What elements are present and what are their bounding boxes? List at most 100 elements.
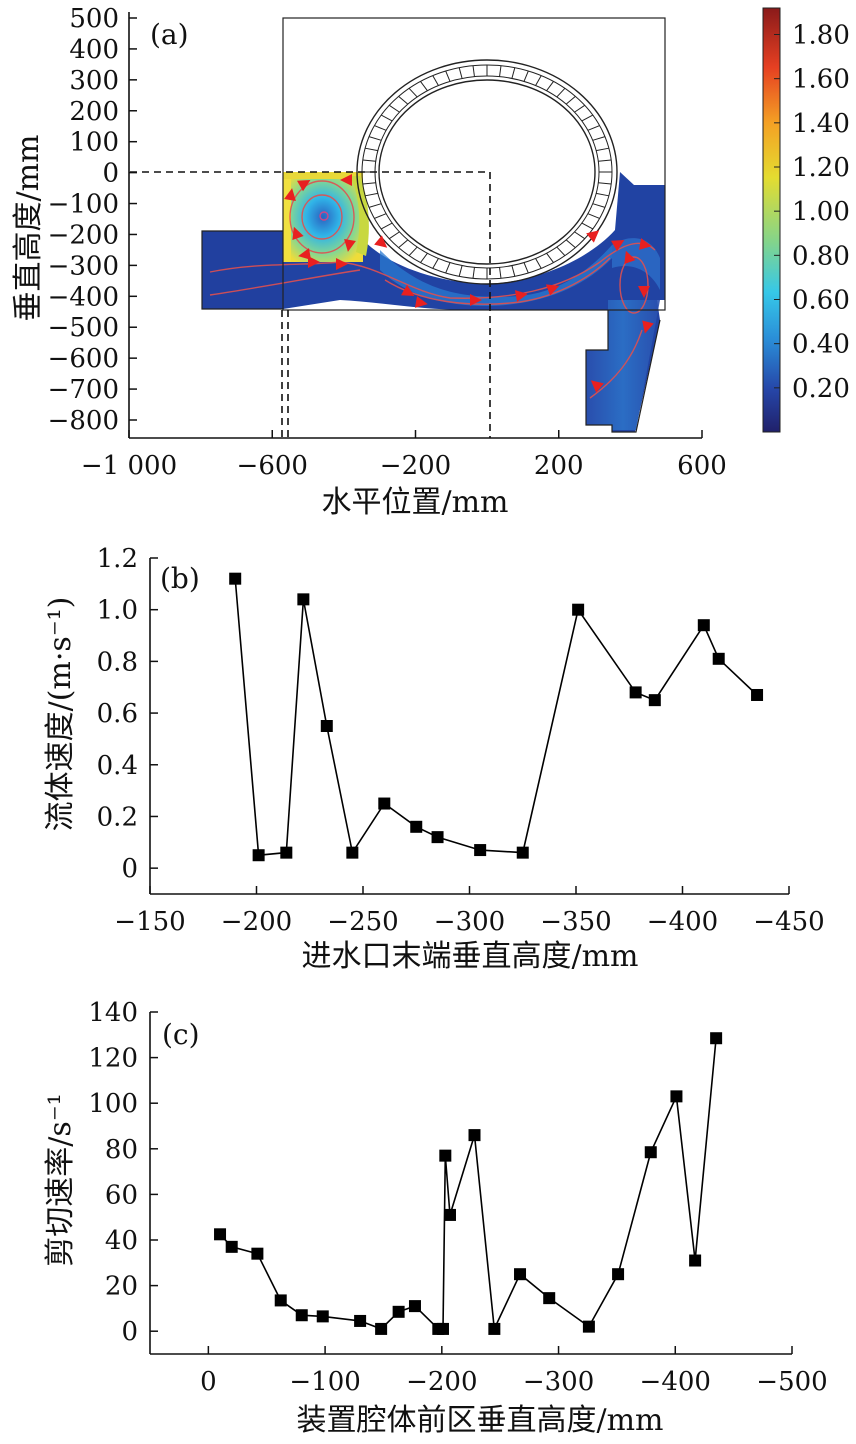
inlet-box bbox=[201, 230, 283, 310]
colorbar-tick-label: 1.00 bbox=[792, 197, 850, 227]
y-tick-label: −100 bbox=[48, 190, 119, 220]
panel-label-a: (a) bbox=[150, 18, 189, 51]
field-inlet-left bbox=[202, 231, 284, 309]
x-tick-label: −100 bbox=[289, 1367, 360, 1397]
axes-b bbox=[149, 558, 789, 895]
data-point bbox=[712, 652, 725, 665]
data-point bbox=[710, 1032, 723, 1045]
y-tick-label: 0.4 bbox=[97, 751, 138, 781]
y-tick-label: 20 bbox=[105, 1272, 138, 1302]
data-point bbox=[346, 846, 359, 859]
data-point bbox=[320, 720, 333, 732]
rotor-blade bbox=[362, 182, 376, 185]
y-tick-label: −500 bbox=[48, 313, 119, 343]
y-tick-label: 0.6 bbox=[97, 699, 138, 729]
data-point bbox=[612, 1268, 625, 1281]
axis-ticks-a: −1 000 −600 −200 200 6005004003002001000−100… bbox=[48, 4, 727, 481]
x-tick-label: −300 bbox=[523, 1367, 594, 1397]
panel-b: −150 −200 −250 −300 −350 −400 −450 0 0.2 0.4 0.6 0.… bbox=[43, 544, 825, 974]
data-point bbox=[225, 1240, 238, 1253]
data-point bbox=[251, 1247, 264, 1260]
flow-arrow bbox=[414, 296, 428, 308]
flow-arrow bbox=[297, 180, 311, 192]
rotor-blade bbox=[565, 95, 576, 105]
rotor-blade bbox=[499, 65, 502, 77]
flow-arrow bbox=[514, 290, 528, 302]
flow-arrow bbox=[344, 238, 356, 252]
colorbar-bar bbox=[762, 7, 781, 433]
rotor-blade bbox=[581, 114, 594, 122]
rotor-blade bbox=[388, 231, 400, 240]
x-tick-label: −400 bbox=[647, 907, 718, 937]
x-tick-label: −300 bbox=[434, 907, 505, 937]
rotor-blade bbox=[592, 136, 606, 141]
rotor-blade bbox=[574, 104, 586, 113]
flow-arrow bbox=[586, 230, 600, 243]
reference-lines bbox=[130, 171, 491, 438]
panel-c: 0 −100 −200 −300 −400 −500020406080100120140 … bbox=[43, 998, 828, 1438]
fast-jet-left bbox=[283, 172, 291, 262]
data-point bbox=[214, 1228, 227, 1241]
rotor-blade bbox=[374, 125, 387, 131]
rotor-blade bbox=[362, 159, 376, 162]
y-tick-label: 500 bbox=[69, 4, 119, 34]
streamlines bbox=[209, 180, 656, 399]
rotor-blade bbox=[535, 258, 542, 269]
plot-b bbox=[229, 572, 764, 862]
x-tick-label: 0 bbox=[200, 1367, 217, 1397]
rotor-blade bbox=[596, 147, 609, 152]
rotor-blade bbox=[445, 70, 451, 82]
flow-arrow bbox=[642, 320, 654, 334]
data-point bbox=[751, 688, 764, 701]
y-axis-label-b: 流体速度/(m·s⁻¹) bbox=[43, 597, 78, 832]
flow-arrow bbox=[624, 250, 636, 265]
y-tick-label: 60 bbox=[105, 1180, 138, 1210]
colorbar-tick-label: 1.60 bbox=[792, 65, 850, 95]
flow-arrow bbox=[298, 248, 312, 260]
rotor-blade bbox=[587, 125, 600, 131]
x-tick-label: −500 bbox=[756, 1367, 827, 1397]
rotor-blade bbox=[587, 213, 600, 219]
rotor-blade bbox=[388, 104, 400, 113]
rotor-blade bbox=[546, 252, 554, 263]
y-tick-label: 0 bbox=[121, 854, 138, 884]
rotor-blade bbox=[458, 265, 463, 277]
colorbar-tick-label: 0.60 bbox=[792, 286, 850, 316]
rotor-blade bbox=[499, 267, 502, 279]
axes-c bbox=[149, 1012, 792, 1355]
outlet-box bbox=[585, 310, 661, 433]
plot-c bbox=[214, 1032, 723, 1335]
y-tick-label: 1.0 bbox=[97, 596, 138, 626]
y-tick-label: 100 bbox=[88, 1089, 138, 1119]
streamline bbox=[384, 257, 611, 305]
y-tick-label: −600 bbox=[48, 344, 119, 374]
rotor-blade bbox=[408, 246, 418, 256]
rotor-outer-ring bbox=[356, 59, 618, 285]
data-point bbox=[297, 593, 310, 606]
rotor-blade bbox=[398, 239, 409, 249]
colorbar-tick-label: 1.40 bbox=[792, 109, 850, 139]
data-point bbox=[543, 1292, 556, 1305]
flow-arrow bbox=[284, 188, 296, 202]
colorbar-tick-label: 0.20 bbox=[792, 374, 850, 404]
data-point bbox=[316, 1310, 329, 1323]
rotor-inner-ring bbox=[378, 79, 596, 265]
colorbar-tick-label: 1.80 bbox=[792, 21, 850, 51]
rotor-blade bbox=[380, 114, 393, 122]
data-point bbox=[431, 831, 444, 844]
rotor-blade bbox=[445, 262, 451, 274]
flow-arrow bbox=[292, 226, 304, 241]
flow-arrow bbox=[470, 294, 482, 306]
data-point bbox=[252, 849, 265, 862]
data-point bbox=[629, 686, 642, 699]
y-tick-label: −400 bbox=[48, 282, 119, 312]
data-point bbox=[468, 1129, 481, 1142]
data-point bbox=[295, 1309, 308, 1322]
y-axis-label-a: 垂直高度/mm bbox=[11, 134, 46, 321]
data-point bbox=[439, 1149, 452, 1162]
y-tick-label: 140 bbox=[88, 998, 138, 1028]
rotor-blade bbox=[596, 192, 609, 197]
rotor-blade bbox=[420, 252, 428, 263]
rotor-blade bbox=[368, 203, 382, 208]
colorbar-tick-label: 1.20 bbox=[792, 153, 850, 183]
